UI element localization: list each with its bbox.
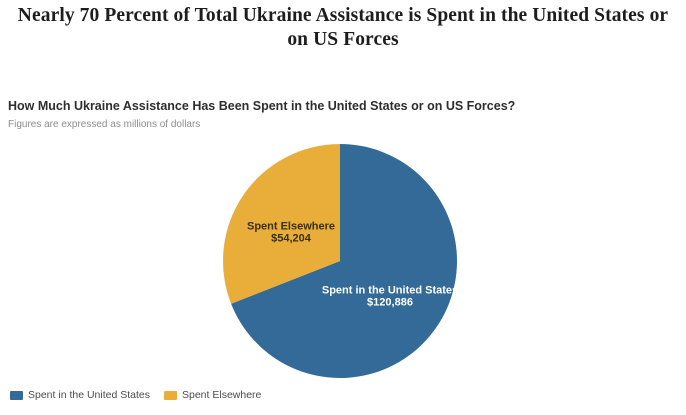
pie-chart xyxy=(223,144,457,378)
page-title: Nearly 70 Percent of Total Ukraine Assis… xyxy=(17,5,669,50)
legend-label: Spent in the United States xyxy=(28,389,150,401)
legend-label: Spent Elsewhere xyxy=(182,389,262,401)
legend-item-spent-elsewhere: Spent Elsewhere xyxy=(164,389,261,401)
legend-swatch-gold xyxy=(164,390,177,400)
pie-slice-0 xyxy=(231,144,457,378)
chart-title: How Much Ukraine Assistance Has Been Spe… xyxy=(8,99,516,113)
legend-swatch-blue xyxy=(10,390,23,400)
chart-note: Figures are expressed as millions of dol… xyxy=(8,119,201,130)
pie-slice-1 xyxy=(223,144,340,304)
legend: Spent in the United States Spent Elsewhe… xyxy=(10,389,275,401)
legend-item-spent-in-us: Spent in the United States xyxy=(10,389,150,401)
